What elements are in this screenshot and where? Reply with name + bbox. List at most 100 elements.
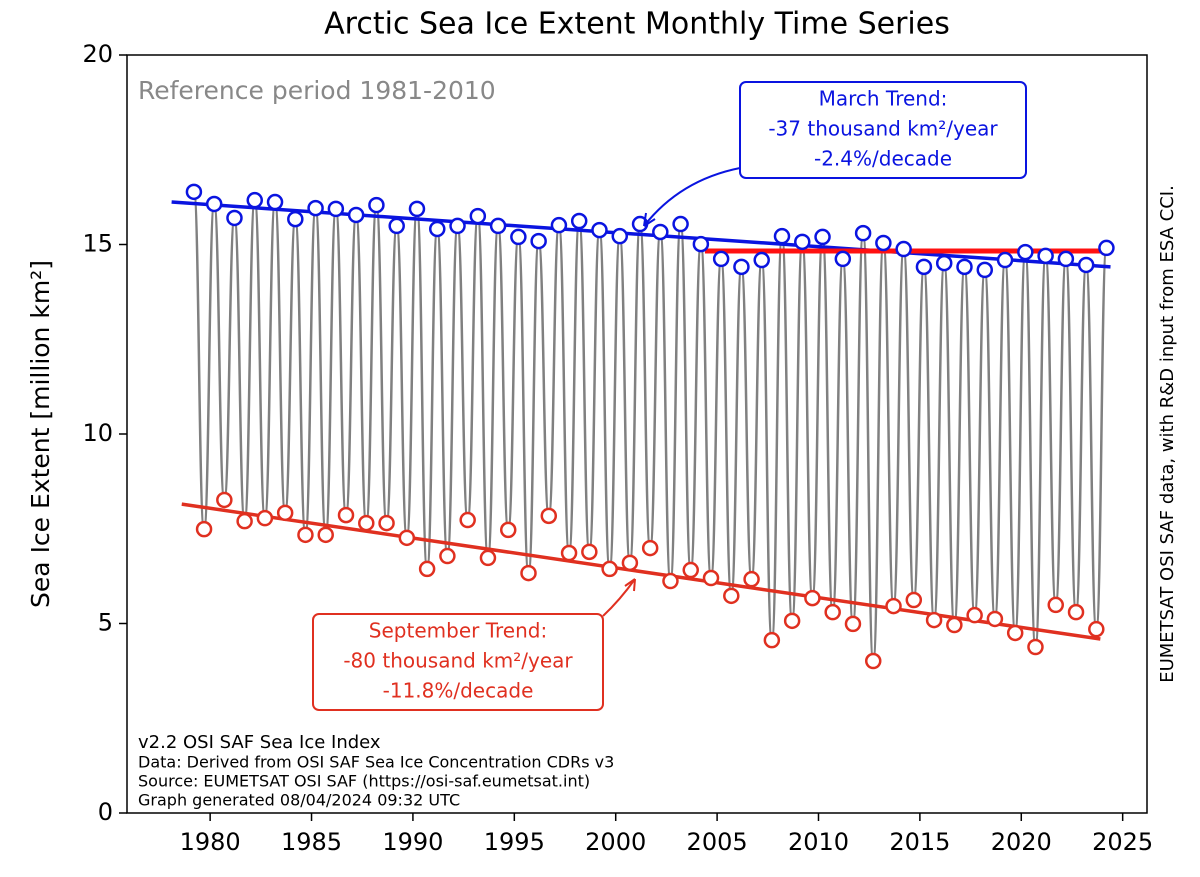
- monthly-line: [1003, 258, 1017, 635]
- trend-line: [171, 200, 1111, 269]
- monthly-line: [344, 213, 358, 517]
- data-point: [459, 511, 476, 529]
- data-point: [530, 232, 547, 250]
- data-point: [510, 228, 527, 246]
- annotation-text: -80 thousand km²/year: [343, 649, 573, 673]
- x-tick-label: 2015: [889, 828, 950, 856]
- x-tick-label: 2025: [1092, 828, 1153, 856]
- data-point: [915, 258, 933, 276]
- monthly-line: [517, 235, 530, 575]
- monthly-line: [709, 257, 723, 580]
- data-point: [1027, 638, 1044, 656]
- x-tick-label: 2005: [687, 828, 748, 856]
- data-point: [408, 200, 426, 218]
- data-point: [712, 250, 730, 268]
- x-tick-label: 1995: [484, 828, 545, 856]
- monthly-line: [253, 198, 267, 520]
- data-point: [327, 200, 345, 218]
- monthly-line: [740, 265, 753, 581]
- monthly-line: [212, 202, 226, 502]
- data-point: [986, 610, 1004, 628]
- data-point: [429, 220, 446, 238]
- monthly-line: [659, 230, 672, 583]
- data-point: [895, 240, 912, 258]
- monthly-line: [385, 224, 398, 525]
- y-tick-label: 5: [98, 609, 113, 637]
- x-tick-label: 1985: [281, 828, 342, 856]
- monthly-line: [1013, 250, 1027, 635]
- monthly-line: [851, 231, 865, 626]
- data-point: [946, 616, 963, 634]
- data-point: [753, 251, 770, 269]
- monthly-line: [334, 207, 348, 517]
- monthly-line: [456, 224, 469, 522]
- annotation-arrow-head: [643, 212, 656, 227]
- data-point: [875, 234, 892, 252]
- data-point: [682, 561, 699, 579]
- data-point: [1017, 243, 1034, 261]
- data-point: [956, 258, 973, 276]
- y-tick-label: 0: [98, 798, 113, 826]
- monthly-line: [192, 190, 206, 531]
- monthly-line: [882, 241, 895, 608]
- monthly-line: [760, 258, 774, 642]
- monthly-line: [324, 207, 338, 537]
- data-point: [591, 221, 608, 239]
- monthly-line: [1034, 254, 1047, 649]
- data-point: [337, 506, 355, 524]
- data-point: [1088, 620, 1105, 638]
- y-tick-label: 10: [82, 419, 113, 447]
- data-point: [804, 589, 821, 607]
- data-point: [1098, 239, 1115, 257]
- data-point: [479, 549, 497, 567]
- monthly-line: [263, 200, 277, 520]
- data-point: [560, 544, 578, 562]
- monthly-line: [892, 247, 905, 608]
- monthly-line: [598, 228, 611, 571]
- data-point: [885, 597, 902, 615]
- x-tick-label: 1980: [180, 828, 241, 856]
- monthly-line: [801, 240, 814, 600]
- annotation-box: [739, 81, 1027, 179]
- monthly-line: [811, 235, 824, 600]
- data-point: [996, 251, 1014, 269]
- monthly-line: [1044, 254, 1057, 607]
- data-point: [520, 564, 537, 582]
- x-tick-label: 2020: [991, 828, 1052, 856]
- data-point: [469, 207, 487, 225]
- monthly-line: [537, 239, 551, 518]
- monthly-line: [628, 222, 642, 565]
- monthly-line: [872, 241, 885, 663]
- monthly-line: [679, 222, 692, 572]
- data-point: [1077, 256, 1095, 274]
- data-point: [398, 529, 416, 547]
- data-point: [540, 507, 558, 525]
- data-point: [905, 591, 923, 609]
- annotation-text: -2.4%/decade: [814, 147, 952, 171]
- annotation-text: -37 thousand km²/year: [768, 117, 998, 141]
- data-point: [449, 217, 466, 235]
- data-point: [317, 526, 334, 544]
- data-point: [976, 261, 994, 279]
- monthly-line: [780, 234, 794, 623]
- monthly-line: [436, 227, 449, 558]
- data-point: [358, 514, 375, 532]
- monthly-line: [496, 224, 510, 532]
- monthly-line: [405, 207, 419, 540]
- data-point: [418, 560, 436, 578]
- monthly-line: [395, 224, 409, 540]
- monthly-line: [557, 223, 571, 555]
- annotation-text: September Trend:: [369, 619, 547, 643]
- annotation-arrow-head: [624, 578, 636, 592]
- data-point: [733, 258, 750, 276]
- data-point: [1067, 603, 1085, 621]
- monthly-line: [1084, 263, 1098, 631]
- data-point: [652, 223, 669, 241]
- monthly-line: [790, 240, 804, 623]
- data-point: [702, 569, 720, 587]
- monthly-line: [922, 265, 936, 622]
- data-point: [1047, 596, 1064, 614]
- monthly-line: [354, 213, 368, 525]
- monthly-line: [638, 222, 652, 550]
- monthly-line: [375, 203, 388, 525]
